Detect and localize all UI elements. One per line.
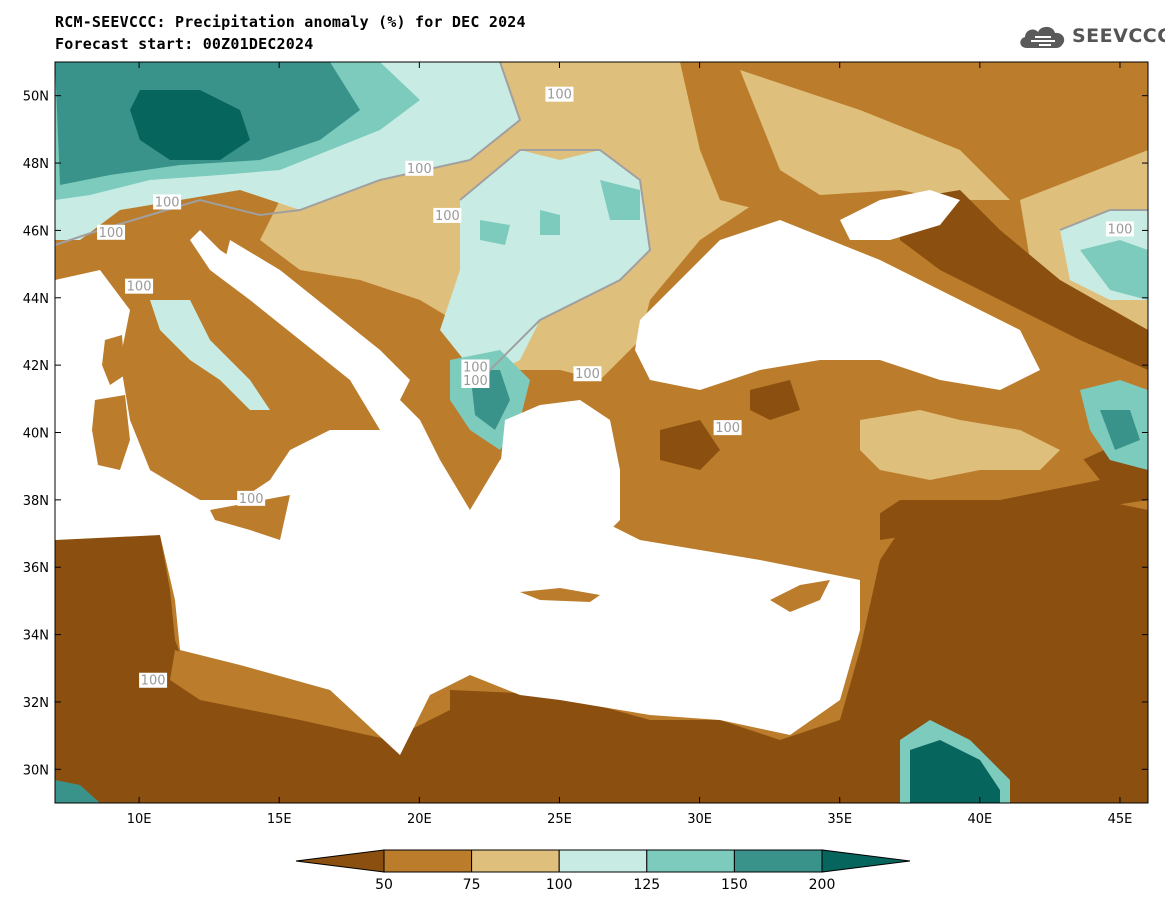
contour-label: 100: [575, 367, 600, 382]
contour-label: 100: [463, 374, 488, 389]
turkey-very-dry-patch: [660, 380, 800, 470]
contour-label-bg: [125, 278, 154, 294]
colorbar-segment: [646, 849, 735, 873]
contour-label: 100: [407, 162, 432, 177]
colorbar-segment: [821, 849, 911, 873]
lat-tick-label: 34N: [23, 629, 49, 644]
carpathian-slightly-wet-zone: [440, 150, 650, 380]
contour-label: 100: [547, 88, 572, 103]
contour-label-bg: [461, 372, 490, 388]
russia-east-wet-zone: [1080, 240, 1148, 300]
colorbar-segment: [733, 849, 823, 873]
mediterranean-sea: [55, 230, 860, 755]
contour-label-bg: [237, 490, 266, 506]
turkey-dry-zone: [600, 370, 1100, 550]
italy-slightly-wet-zone: [150, 300, 270, 410]
contour-label-bg: [139, 672, 168, 688]
colorbar-level-label: 125: [633, 877, 660, 893]
colorbar-level-label: 50: [375, 877, 393, 893]
lon-tick-label: 10E: [127, 812, 152, 827]
aegean-sea: [500, 400, 620, 540]
caucasus-very-wet-zone: [1100, 410, 1140, 450]
contour-label: 100: [239, 492, 264, 507]
contour-label-bg: [97, 224, 126, 240]
lat-tick-label: 36N: [23, 561, 49, 576]
azov-sea: [840, 190, 960, 240]
lat-tick-label: 46N: [23, 224, 49, 239]
lon-tick-label: 20E: [407, 812, 432, 827]
germany-extreme-wet-zone: [130, 90, 250, 160]
map-plot-area: [55, 62, 1148, 803]
contour-label-bg: [1105, 221, 1134, 237]
lat-tick-label: 30N: [23, 763, 49, 778]
romania-wet-patch: [480, 180, 640, 245]
contour-lines-100: [54, 61, 1148, 381]
cloud-icon: [1020, 26, 1065, 48]
sardinia: [92, 395, 130, 470]
contour-label: 100: [127, 280, 152, 295]
colorbar-level-label: 75: [463, 877, 481, 893]
latitude-axis: 50N 48N 46N 44N 42N 40N 38N 36N 34N 32N 30N: [23, 90, 1148, 778]
colorbar-level-label: 100: [546, 877, 573, 893]
sw-corner-wet-zone: [55, 780, 100, 803]
colorbar-level-label: 200: [809, 877, 836, 893]
lon-tick-label: 30E: [687, 812, 712, 827]
colorbar-segment: [383, 849, 473, 873]
lat-tick-label: 40N: [23, 427, 49, 442]
lat-tick-label: 42N: [23, 359, 49, 374]
lon-tick-label: 45E: [1108, 812, 1133, 827]
lat-tick-label: 38N: [23, 494, 49, 509]
adriatic-sea: [225, 240, 410, 400]
contour-label-bg: [433, 207, 462, 223]
contour-label-bg: [545, 86, 574, 102]
crete: [520, 588, 600, 602]
east-europe-slightly-dry-zone: [740, 70, 1010, 200]
lon-tick-label: 40E: [967, 812, 992, 827]
colorbar-segment: [295, 849, 385, 873]
lat-tick-label: 32N: [23, 696, 49, 711]
sicily: [210, 495, 290, 540]
lon-tick-label: 35E: [827, 812, 852, 827]
colorbar-level-label: 150: [721, 877, 748, 893]
contour-label-bg: [713, 420, 742, 436]
corsica: [102, 335, 125, 385]
contour-label: 100: [155, 195, 180, 210]
seevccc-logo: SEEVCCC: [1017, 22, 1165, 50]
contour-label: 100: [1108, 222, 1133, 237]
colorbar-segment: [471, 849, 560, 873]
lat-tick-label: 50N: [23, 90, 49, 105]
contour-label: 100: [435, 209, 460, 224]
italy-dry-zone: [190, 280, 370, 440]
map-title: RCM-SEEVCCC: Precipitation anomaly (%) f…: [55, 13, 526, 31]
contour-label-bg: [405, 160, 434, 176]
contour-label: 100: [463, 361, 488, 376]
lat-tick-label: 48N: [23, 157, 49, 172]
colorbar-segment: [558, 849, 648, 873]
turkey-slightly-dry-patch: [860, 410, 1060, 480]
contour-label-bg: [153, 194, 182, 210]
longitude-axis: 10E 15E 20E 25E 30E 35E 40E 45E: [127, 62, 1133, 827]
logo-text: SEEVCCC: [1072, 25, 1165, 47]
africa-very-dry-zone: [55, 500, 1148, 803]
cyprus: [770, 580, 830, 612]
lon-tick-label: 25E: [547, 812, 572, 827]
forecast-start-label: Forecast start: 00Z01DEC2024: [55, 35, 314, 53]
colorbar: 50 75 100 125 150 200: [295, 849, 911, 893]
contour-label: 100: [99, 226, 124, 241]
russia-very-dry-band: [900, 190, 1148, 370]
lat-tick-label: 44N: [23, 292, 49, 307]
contour-label-bg: [461, 359, 490, 375]
lon-tick-label: 15E: [267, 812, 292, 827]
contour-label-bg: [573, 366, 602, 382]
contour-label: 100: [715, 421, 740, 436]
arabia-extreme-wet-zone: [910, 740, 1000, 803]
contour-label: 100: [141, 674, 166, 689]
black-sea: [635, 220, 1040, 390]
